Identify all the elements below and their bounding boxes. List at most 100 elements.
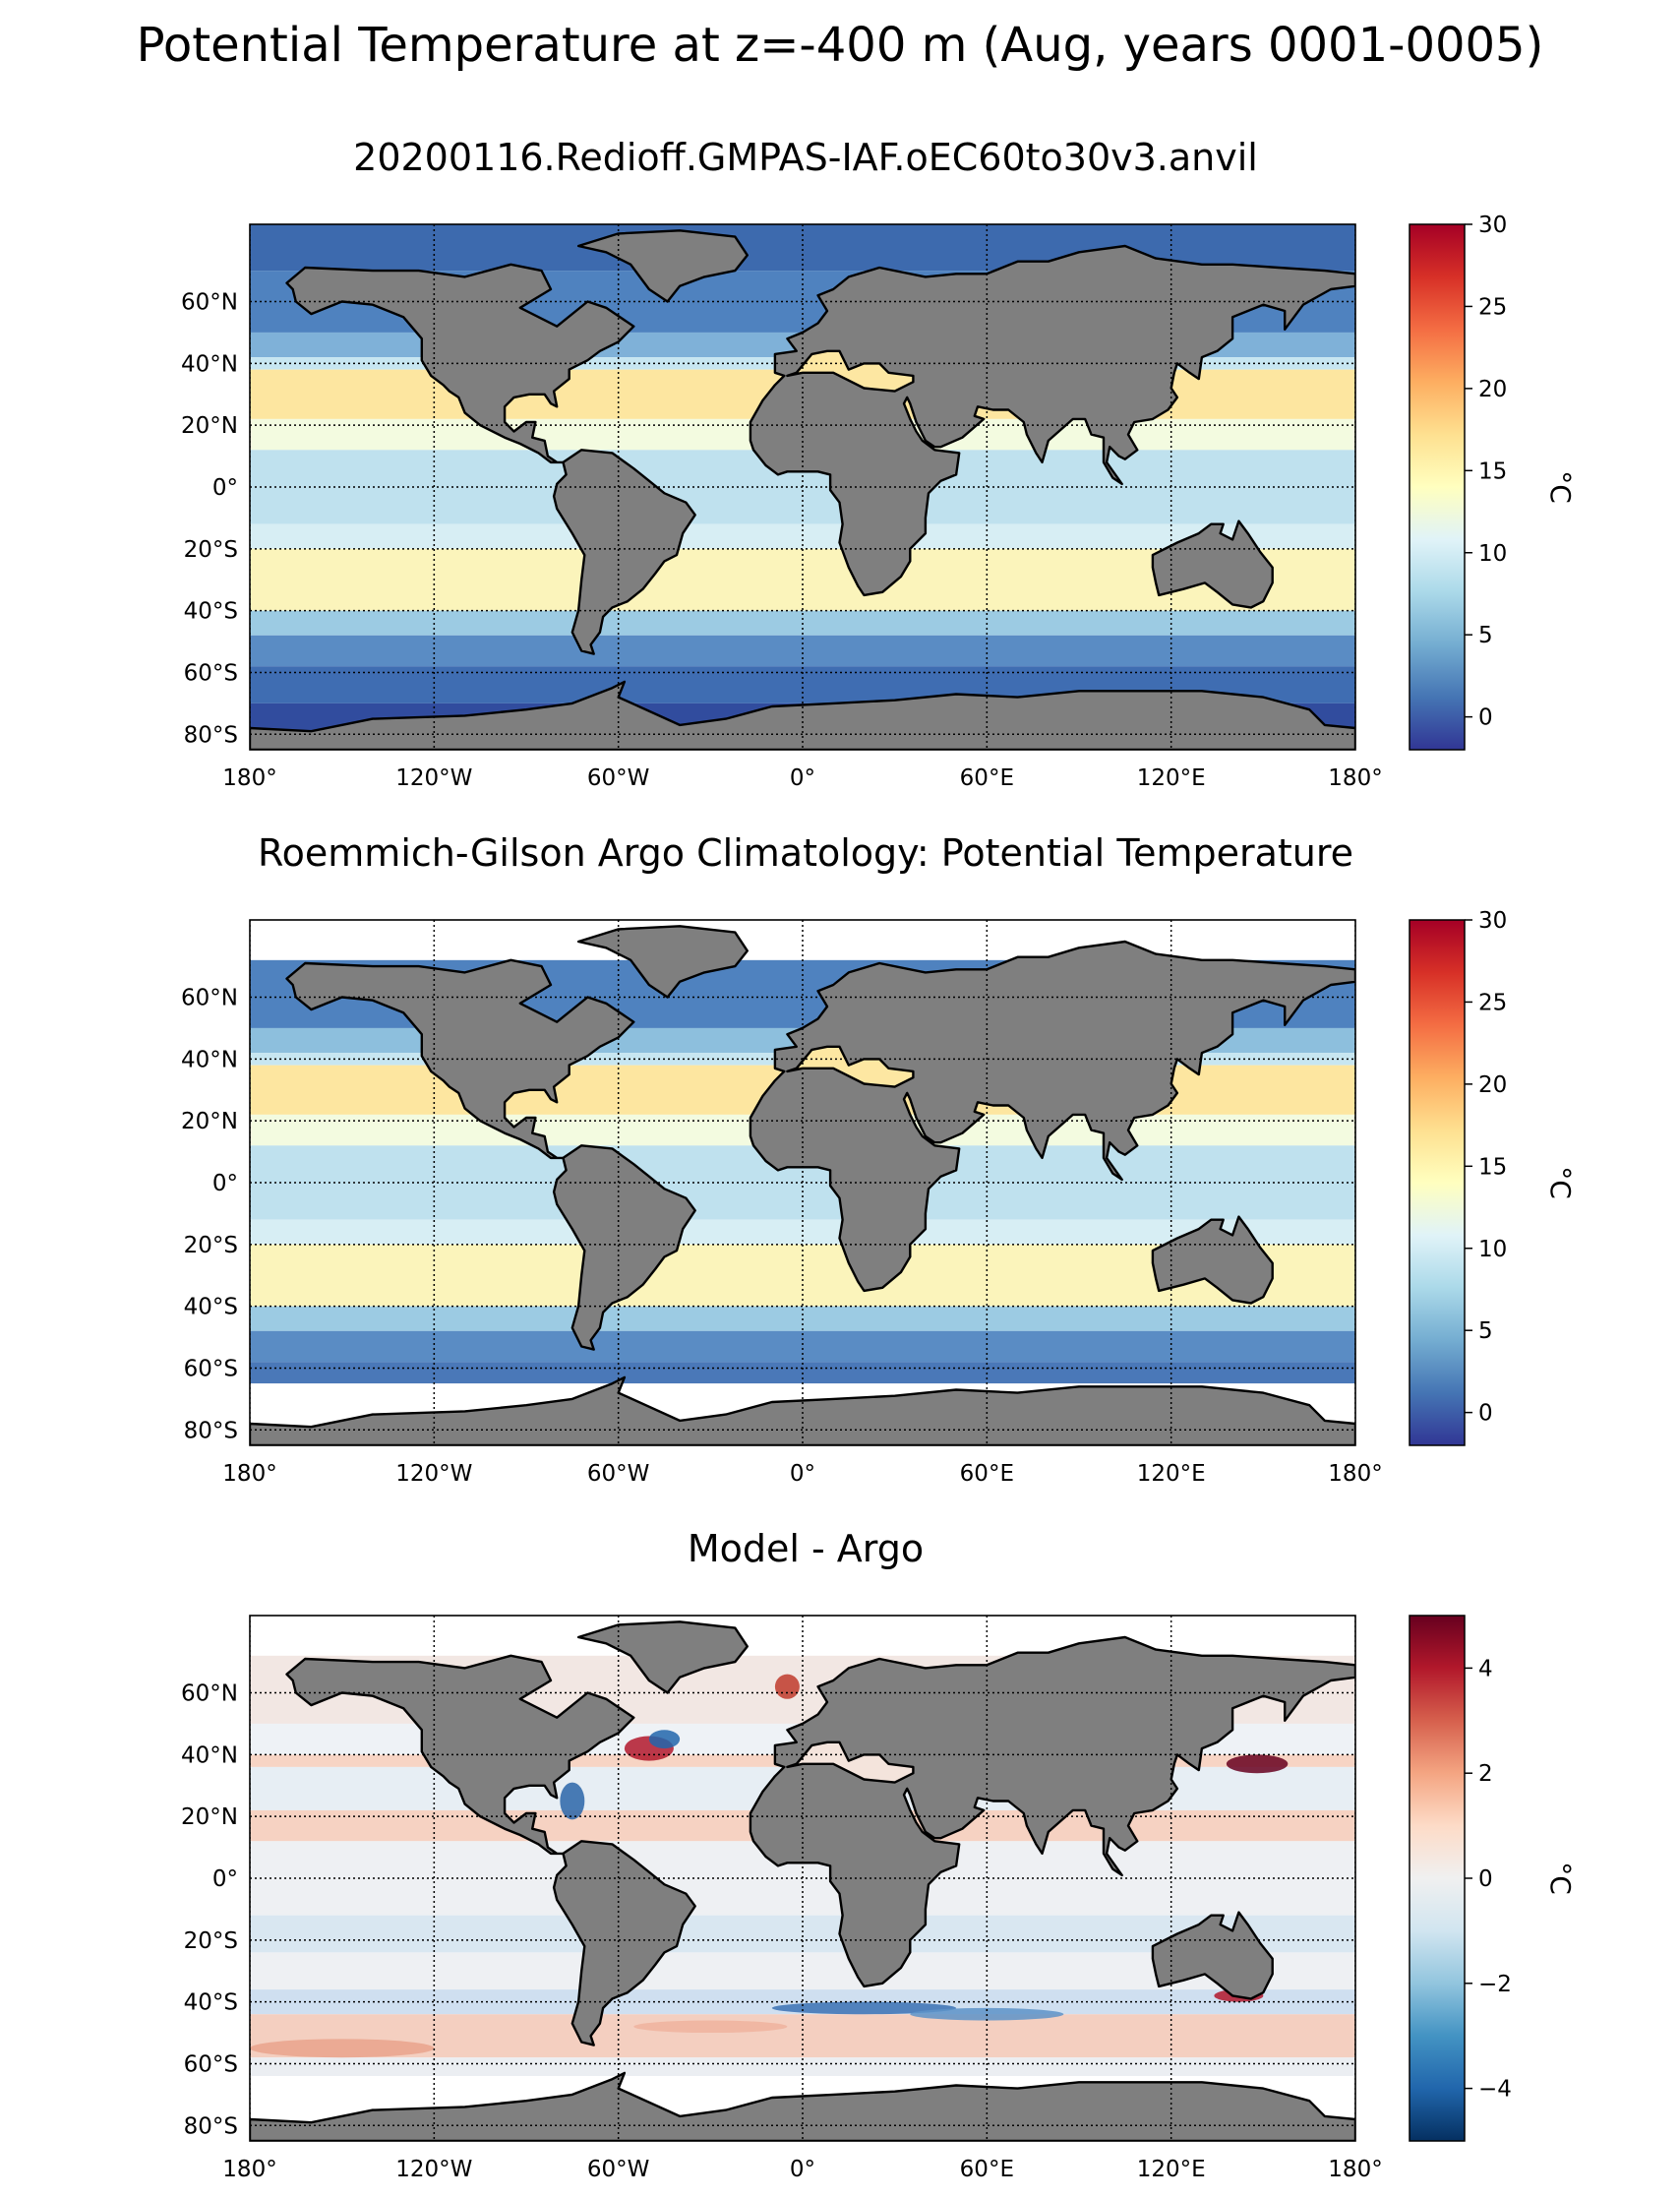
map-panel-bias: 180° 120°W 60°W 0° 60°E 120°E 180° 60°N 40°N 20°N… bbox=[0, 1598, 1680, 2188]
lat-tick-label: 80°S bbox=[184, 722, 238, 748]
lon-tick-label: 60°W bbox=[587, 2157, 650, 2182]
lon-tick-label: 60°W bbox=[587, 1461, 650, 1487]
colorbar bbox=[1409, 223, 1466, 751]
map-frame bbox=[249, 223, 1356, 751]
colorbar-tick-label: 0 bbox=[1478, 1866, 1493, 1892]
lon-tick-label: 120°W bbox=[395, 765, 472, 791]
colorbar-tick-label: 20 bbox=[1478, 1072, 1507, 1098]
landmass-south-america bbox=[552, 1840, 696, 2046]
lon-tick-label: 0° bbox=[790, 1461, 815, 1487]
colorbar-tick-label: 30 bbox=[1478, 213, 1507, 238]
anomaly-patch bbox=[648, 1730, 681, 1749]
colorbar bbox=[1409, 919, 1466, 1446]
landmass-antarctica bbox=[250, 680, 1355, 750]
lon-tick-label: 0° bbox=[790, 765, 815, 791]
lat-tick-label: 20°S bbox=[184, 1928, 238, 1954]
landmass-south-america bbox=[552, 449, 696, 655]
lon-tick-label: 120°W bbox=[395, 1461, 472, 1487]
anomaly-patch bbox=[774, 1674, 800, 1699]
landmass-africa-eurasia bbox=[749, 1635, 1355, 1988]
landmass-north-america bbox=[285, 1654, 635, 1856]
colorbar-tick-label: 10 bbox=[1478, 1237, 1507, 1262]
landmass-australia bbox=[1151, 519, 1274, 609]
lat-tick-label: 80°S bbox=[184, 1418, 238, 1443]
lat-tick-label: 40°N bbox=[181, 351, 238, 377]
landmass-south-america bbox=[552, 1144, 696, 1351]
landmass-antarctica bbox=[250, 1375, 1355, 1445]
landmass-africa-eurasia bbox=[749, 244, 1355, 597]
lon-tick-label: 60°E bbox=[960, 1461, 1014, 1487]
landmass-greenland bbox=[576, 1620, 749, 1694]
map-frame bbox=[249, 919, 1356, 1446]
panel-title-argo: Roemmich-Gilson Argo Climatology: Potent… bbox=[257, 831, 1354, 875]
lon-tick-label: 180° bbox=[1328, 1461, 1382, 1487]
anomaly-patch bbox=[250, 2039, 435, 2058]
lon-tick-label: 180° bbox=[222, 2157, 276, 2182]
colorbar-tick-label: 5 bbox=[1478, 1318, 1493, 1344]
lon-tick-label: 60°W bbox=[587, 765, 650, 791]
map-frame bbox=[249, 1615, 1356, 2142]
map-panel-argo-svg: 180° 120°W 60°W 0° 60°E 120°E 180° 60°N 40°N 20°N… bbox=[181, 908, 1577, 1487]
colorbar-tick-label: 30 bbox=[1478, 908, 1507, 934]
lon-tick-label: 120°W bbox=[395, 2157, 472, 2182]
ocean-band bbox=[250, 2057, 1355, 2077]
lat-tick-label: 60°S bbox=[184, 2051, 238, 2077]
landmass-australia bbox=[1151, 1911, 1274, 2000]
ocean-band bbox=[250, 635, 1355, 667]
colorbar-label: °C bbox=[1544, 470, 1577, 504]
landmass-greenland bbox=[576, 925, 749, 999]
colorbar-tick-label: 20 bbox=[1478, 377, 1507, 402]
landmass-antarctica bbox=[250, 2071, 1355, 2141]
map-field bbox=[250, 1616, 1355, 2141]
lon-tick-label: 120°E bbox=[1137, 1461, 1206, 1487]
landmass-north-america bbox=[285, 263, 635, 464]
colorbar-tick-label: 4 bbox=[1478, 1656, 1493, 1681]
landmass-africa-eurasia bbox=[749, 940, 1355, 1293]
map-field bbox=[250, 920, 1355, 1445]
lat-tick-label: 20°N bbox=[181, 1804, 238, 1830]
landmass-north-america bbox=[285, 958, 635, 1160]
map-panel-model: 180° 120°W 60°W 0° 60°E 120°E 180° 60°N 40°N 20°N… bbox=[0, 207, 1680, 797]
colorbar-tick-label: 25 bbox=[1478, 294, 1507, 320]
lat-tick-label: 40°N bbox=[181, 1742, 238, 1768]
colorbar-tick-label: 5 bbox=[1478, 623, 1493, 648]
lon-tick-label: 180° bbox=[1328, 2157, 1382, 2182]
landmass-mediterranean-gap bbox=[786, 349, 915, 393]
colorbar-tick-label: 2 bbox=[1478, 1761, 1493, 1787]
colorbar-tick-label: 25 bbox=[1478, 990, 1507, 1015]
anomaly-patch bbox=[1226, 1754, 1289, 1774]
colorbar-tick-label: 15 bbox=[1478, 1154, 1507, 1180]
colorbar-tick-label: 0 bbox=[1478, 705, 1493, 731]
lon-tick-label: 60°E bbox=[960, 2157, 1014, 2182]
colorbar bbox=[1409, 1615, 1466, 2142]
lat-tick-label: 60°N bbox=[181, 986, 238, 1011]
lon-tick-label: 180° bbox=[222, 1461, 276, 1487]
lon-tick-label: 180° bbox=[222, 765, 276, 791]
map-field bbox=[250, 224, 1355, 750]
anomaly-patch bbox=[633, 2020, 788, 2034]
anomaly-patch bbox=[771, 2001, 957, 2015]
anomaly-patch bbox=[560, 1782, 585, 1820]
ocean-band bbox=[250, 1330, 1355, 1363]
lat-tick-label: 40°S bbox=[184, 1295, 238, 1320]
landmass-mediterranean-gap bbox=[786, 1045, 915, 1088]
lon-tick-label: 120°E bbox=[1137, 2157, 1206, 2182]
lat-tick-label: 60°S bbox=[184, 660, 238, 686]
panel-title-model: 20200116.Redioff.GMPAS-IAF.oEC60to30v3.a… bbox=[353, 136, 1258, 179]
landmass-greenland bbox=[576, 229, 749, 303]
lon-tick-label: 0° bbox=[790, 2157, 815, 2182]
lon-tick-label: 180° bbox=[1328, 765, 1382, 791]
lat-tick-label: 60°S bbox=[184, 1356, 238, 1381]
map-panel-model-svg: 180° 120°W 60°W 0° 60°E 120°E 180° 60°N 40°N 20°N… bbox=[181, 213, 1577, 791]
landmass-australia bbox=[1151, 1215, 1274, 1305]
lat-tick-label: 0° bbox=[212, 1171, 238, 1196]
colorbar-label: °C bbox=[1544, 1166, 1577, 1199]
figure-suptitle: Potential Temperature at z=-400 m (Aug, … bbox=[136, 18, 1544, 73]
lat-tick-label: 60°N bbox=[181, 290, 238, 316]
lat-tick-label: 0° bbox=[212, 1866, 238, 1892]
lat-tick-label: 0° bbox=[212, 475, 238, 501]
lat-tick-label: 60°N bbox=[181, 1681, 238, 1707]
colorbar-tick-label: −2 bbox=[1478, 1972, 1512, 1997]
lat-tick-label: 20°N bbox=[181, 413, 238, 439]
lon-tick-label: 120°E bbox=[1137, 765, 1206, 791]
